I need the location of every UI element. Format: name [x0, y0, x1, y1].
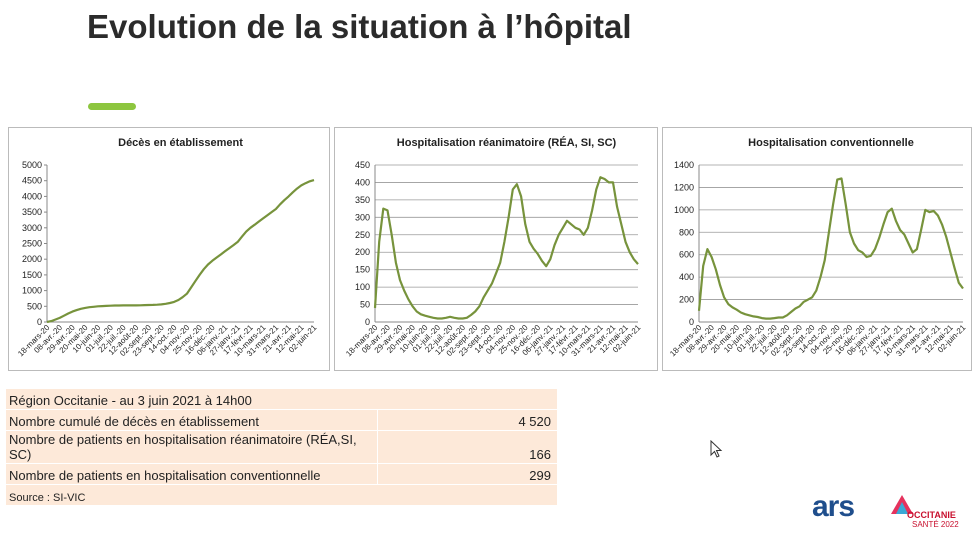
chart-title: Hospitalisation conventionnelle — [748, 137, 914, 149]
y-tick-label: 300 — [355, 212, 370, 222]
data-line — [373, 176, 639, 320]
data-line — [46, 179, 315, 324]
region-sub: SANTÉ 2022 — [912, 520, 959, 529]
region-icon — [891, 495, 913, 514]
y-tick-label: 50 — [360, 300, 370, 310]
ars-text: ars — [812, 490, 855, 523]
chart: Hospitalisation réanimatoire (RÉA, SI, S… — [344, 136, 643, 358]
y-tick-label: 150 — [355, 265, 370, 275]
chart-title: Décès en établissement — [118, 137, 243, 149]
region-logo: OCCITANIE SANTÉ 2022 — [890, 494, 970, 532]
chart-title: Hospitalisation réanimatoire (RÉA, SI, S… — [397, 136, 617, 149]
y-tick-label: 2000 — [22, 254, 42, 264]
accent-bar — [88, 103, 136, 110]
data-line — [697, 177, 964, 320]
y-tick-label: 200 — [679, 295, 694, 305]
y-tick-label: 1000 — [674, 205, 694, 215]
chart: Décès en établissement 0 500 1000 1500 2000 25… — [16, 137, 319, 358]
slide-title: Evolution de la situation à l’hôpital — [87, 8, 632, 45]
table-cell: Nombre de patients en hospitalisation co… — [5, 463, 378, 485]
y-tick-label: 400 — [679, 272, 694, 282]
region-name: OCCITANIE — [907, 510, 956, 520]
y-tick-label: 500 — [27, 301, 42, 311]
table-cell: 166 — [377, 430, 558, 464]
chart-panel: Hospitalisation conventionnelle 0 200 400 60… — [662, 127, 972, 371]
table-cell: Source : SI-VIC — [5, 484, 558, 506]
table-cell: Région Occitanie - au 3 juin 2021 à 14h0… — [5, 388, 558, 410]
y-tick-label: 4000 — [22, 191, 42, 201]
y-tick-label: 2500 — [22, 239, 42, 249]
y-tick-label: 1200 — [674, 182, 694, 192]
summary-table: Région Occitanie - au 3 juin 2021 à 14h0… — [5, 388, 558, 506]
y-tick-label: 3000 — [22, 223, 42, 233]
chart-panel: Hospitalisation réanimatoire (RÉA, SI, S… — [334, 127, 658, 371]
y-tick-label: 100 — [355, 282, 370, 292]
y-tick-label: 0 — [365, 317, 370, 327]
ars-logo: ars — [812, 490, 882, 530]
y-tick-label: 1500 — [22, 270, 42, 280]
y-tick-label: 600 — [679, 250, 694, 260]
y-tick-label: 4500 — [22, 176, 42, 186]
y-tick-label: 800 — [679, 227, 694, 237]
chart: Hospitalisation conventionnelle 0 200 400 60… — [668, 137, 968, 358]
table-row: Nombre de patients en hospitalisation ré… — [5, 430, 558, 464]
table-cell: Nombre cumulé de décès en établissement — [5, 409, 378, 431]
table-cell: 4 520 — [377, 409, 558, 431]
y-tick-label: 400 — [355, 177, 370, 187]
y-tick-label: 350 — [355, 195, 370, 205]
table-row: Nombre cumulé de décès en établissement 4… — [5, 409, 558, 431]
chart-panel: Décès en établissement 0 500 1000 1500 2000 25… — [8, 127, 330, 371]
table-row: Région Occitanie - au 3 juin 2021 à 14h0… — [5, 388, 558, 410]
y-tick-label: 3500 — [22, 207, 42, 217]
y-tick-label: 1400 — [674, 160, 694, 170]
cursor — [710, 440, 723, 458]
y-tick-label: 5000 — [22, 160, 42, 170]
y-tick-label: 450 — [355, 160, 370, 170]
table-cell: Nombre de patients en hospitalisation ré… — [5, 430, 378, 464]
y-tick-label: 250 — [355, 230, 370, 240]
y-tick-label: 0 — [37, 317, 42, 327]
y-tick-label: 1000 — [22, 286, 42, 296]
y-tick-label: 0 — [689, 317, 694, 327]
table-cell: 299 — [377, 463, 558, 485]
table-row: Nombre de patients en hospitalisation co… — [5, 463, 558, 485]
table-row: Source : SI-VIC — [5, 484, 558, 506]
y-tick-label: 200 — [355, 247, 370, 257]
